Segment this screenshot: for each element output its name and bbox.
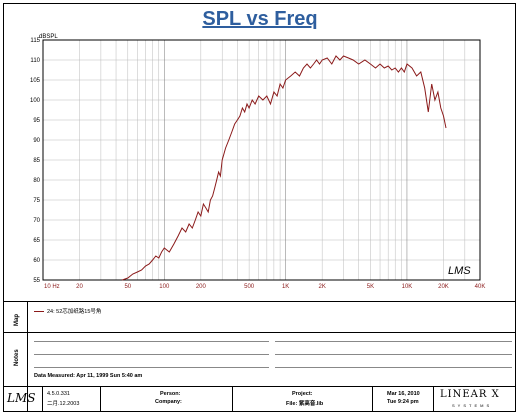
series-line bbox=[122, 55, 447, 281]
y-tick-label: 115 bbox=[30, 38, 40, 44]
report-time: Tue 9:24 pm bbox=[387, 399, 419, 405]
notes-line bbox=[275, 354, 512, 355]
y-tick-labels: 55 60 65 70 75 80 85 90 95 100 105 110 115 bbox=[30, 38, 41, 284]
notes-line bbox=[34, 367, 269, 368]
version: 4.5.0.331 bbox=[47, 391, 70, 397]
y-tick-label: 60 bbox=[33, 258, 40, 264]
y-tick-label: 70 bbox=[33, 218, 40, 224]
spl-chart: 55 60 65 70 75 80 85 90 95 100 105 110 115 10 Hz 20 50… bbox=[30, 34, 485, 290]
y-axis-label: dBSPL bbox=[39, 34, 58, 40]
x-tick-label: 50 bbox=[124, 284, 131, 290]
lms-watermark: LMS bbox=[448, 265, 471, 277]
x-tick-label: 2K bbox=[318, 284, 325, 290]
report-frame bbox=[3, 3, 516, 412]
x-tick-label: 20K bbox=[438, 284, 449, 290]
company-label: Company: bbox=[155, 399, 182, 405]
linearx-systems: SYSTEMS bbox=[452, 403, 493, 408]
notes-line bbox=[275, 367, 512, 368]
y-tick-label: 80 bbox=[33, 178, 40, 184]
file-label: File: 紫高音.lib bbox=[286, 401, 324, 407]
footer-divider bbox=[232, 386, 233, 412]
person-label: Person: bbox=[160, 391, 181, 397]
map-label: Map bbox=[14, 314, 20, 326]
y-tick-label: 105 bbox=[30, 78, 41, 84]
x-tick-label: 200 bbox=[196, 284, 207, 290]
legend-swatch bbox=[34, 311, 44, 312]
y-tick-label: 90 bbox=[33, 138, 40, 144]
x-tick-label: 5K bbox=[367, 284, 374, 290]
x-tick-label: 10K bbox=[402, 284, 413, 290]
y-tick-label: 75 bbox=[33, 198, 40, 204]
footer-divider bbox=[372, 386, 373, 412]
divider-map-notes bbox=[3, 332, 516, 333]
y-tick-label: 65 bbox=[33, 238, 40, 244]
x-tick-labels: 10 Hz 20 50 100 200 500 1K 2K 5K 10K 20K 40K bbox=[44, 284, 485, 290]
data-measured: Data Measured: Apr 11, 1999 Sun 5:40 am bbox=[34, 373, 143, 379]
footer-divider bbox=[100, 386, 101, 412]
project-label: Project: bbox=[292, 391, 313, 397]
notes-line bbox=[34, 354, 269, 355]
label-column-divider bbox=[27, 301, 28, 412]
lms-logo: LMS bbox=[7, 391, 36, 405]
x-tick-label: 40K bbox=[475, 284, 486, 290]
y-tick-label: 95 bbox=[33, 118, 40, 124]
x-tick-label: 500 bbox=[244, 284, 255, 290]
report-date: Mar 16, 2010 bbox=[387, 391, 420, 397]
version-date: 二月.12.2003 bbox=[47, 401, 80, 407]
linearx-logo: LINEAR X bbox=[440, 389, 500, 400]
legend-entry: 24: 52芯加纸路15号角 bbox=[47, 309, 102, 315]
grid-minor bbox=[43, 39, 481, 281]
x-tick-label: 100 bbox=[159, 284, 170, 290]
x-tick-label: 1K bbox=[282, 284, 289, 290]
notes-line bbox=[275, 341, 512, 342]
chart-title: SPL vs Freq bbox=[202, 8, 318, 30]
y-tick-label: 100 bbox=[30, 98, 41, 104]
x-tick-label: 10 Hz bbox=[44, 284, 60, 290]
footer-divider bbox=[42, 386, 43, 412]
y-tick-label: 110 bbox=[30, 58, 40, 64]
footer-divider bbox=[433, 386, 434, 412]
y-tick-label: 85 bbox=[33, 158, 40, 164]
x-tick-label: 20 bbox=[76, 284, 83, 290]
divider-notes-footer bbox=[3, 386, 516, 387]
notes-line bbox=[34, 341, 269, 342]
notes-label: Notes bbox=[14, 349, 20, 366]
divider-chart-map bbox=[3, 301, 516, 302]
y-tick-label: 55 bbox=[33, 278, 40, 284]
plot-border bbox=[42, 39, 481, 281]
